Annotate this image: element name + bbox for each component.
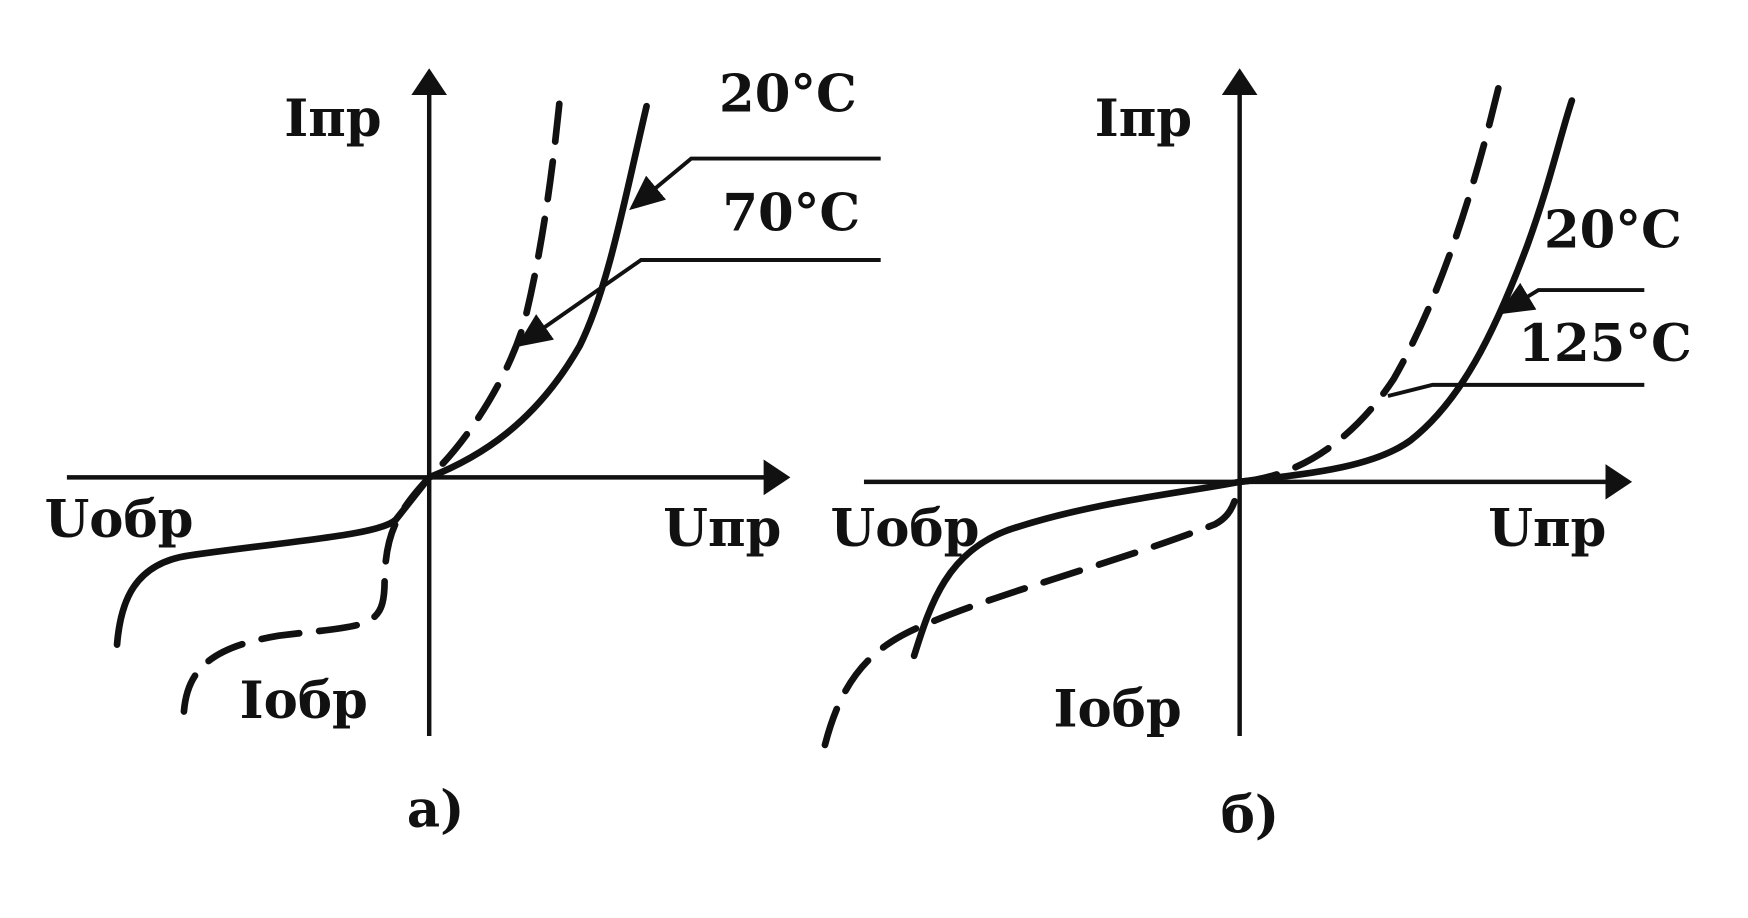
caption: б) xyxy=(1221,786,1279,846)
leader-line xyxy=(629,156,881,211)
curve-solid xyxy=(910,97,1576,660)
caption: а) xyxy=(407,780,464,840)
axis-label: Iпр xyxy=(1095,89,1192,149)
leader-line xyxy=(1387,382,1645,398)
panel-b: Iпр Uпр Uобр Iобр 20°C 125°C б) xyxy=(821,68,1692,846)
curve-label: 20°C xyxy=(719,64,857,124)
curve-label: 70°C xyxy=(722,184,860,244)
curve-dashed xyxy=(821,80,1503,749)
axis-label: Iпр xyxy=(284,89,381,149)
axis-label: Uобр xyxy=(831,499,980,559)
curve-label: 20°C xyxy=(1544,200,1682,260)
curve-dashed xyxy=(180,97,563,715)
axis-label: Iобр xyxy=(1053,680,1181,740)
curve-label: 125°C xyxy=(1518,314,1691,374)
leader-line xyxy=(516,258,881,347)
axis-label: Uпр xyxy=(1488,499,1606,559)
axis-label: Uпр xyxy=(663,499,781,559)
axis-label: Uобр xyxy=(45,490,194,550)
leader-line xyxy=(1498,282,1645,315)
panel-a: Iпр Uпр Uобр Iобр 20°C 70°C а) xyxy=(45,64,881,840)
axis-label: Iобр xyxy=(240,671,368,731)
curve-solid xyxy=(113,102,650,648)
